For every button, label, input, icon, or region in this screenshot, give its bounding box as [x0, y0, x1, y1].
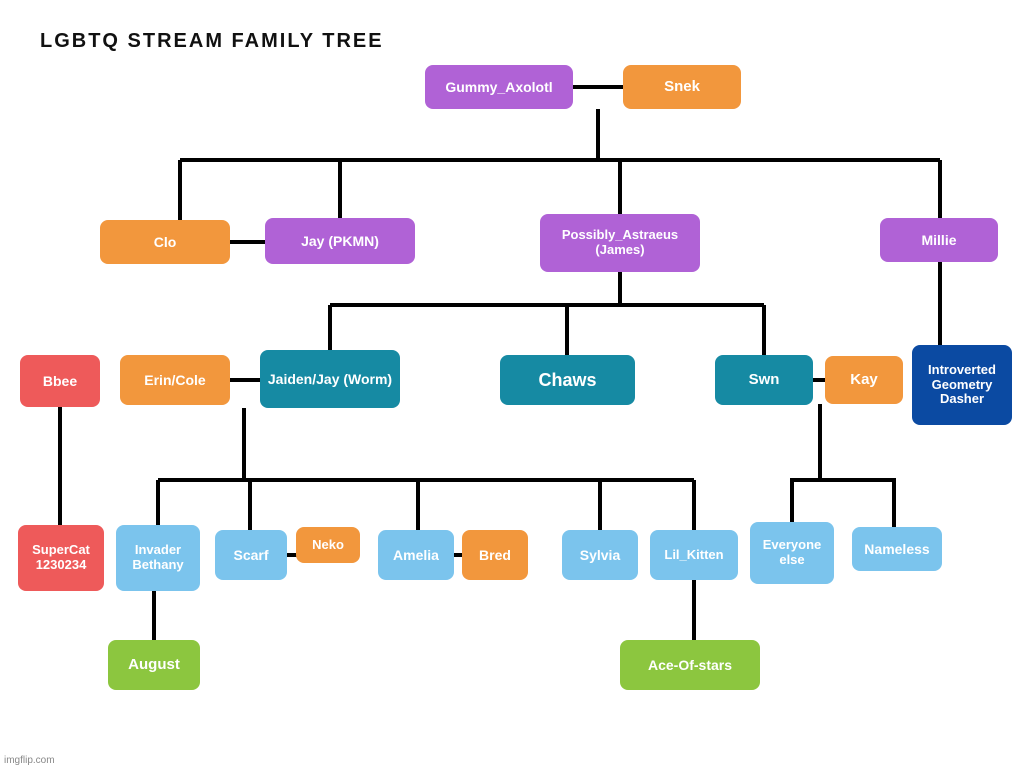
node-lilkit: Lil_Kitten — [650, 530, 738, 580]
node-label: Jaiden/Jay (Worm) — [268, 371, 392, 387]
node-erin: Erin/Cole — [120, 355, 230, 405]
node-label: Lil_Kitten — [664, 548, 723, 563]
node-snek: Snek — [623, 65, 741, 109]
node-clo: Clo — [100, 220, 230, 264]
node-label: Nameless — [864, 541, 929, 557]
node-gummy: Gummy_Axolotl — [425, 65, 573, 109]
node-label: August — [128, 656, 180, 673]
node-label: Ace-Of-stars — [648, 657, 732, 673]
node-label: Gummy_Axolotl — [445, 79, 552, 95]
node-label: Erin/Cole — [144, 372, 205, 388]
node-label: Snek — [664, 78, 700, 95]
node-label: Swn — [749, 371, 780, 388]
node-jaiden: Jaiden/Jay (Worm) — [260, 350, 400, 408]
node-supercat: SuperCat 1230234 — [18, 525, 104, 591]
node-label: Amelia — [393, 547, 439, 563]
node-label: Clo — [154, 234, 177, 250]
node-millie: Millie — [880, 218, 998, 262]
node-label: Possibly_Astraeus (James) — [546, 228, 694, 258]
node-scarf: Scarf — [215, 530, 287, 580]
node-james: Possibly_Astraeus (James) — [540, 214, 700, 272]
page-title: LGBTQ STREAM FAMILY TREE — [40, 30, 384, 53]
node-label: Neko — [312, 538, 344, 553]
node-label: Bred — [479, 547, 511, 563]
node-chaws: Chaws — [500, 355, 635, 405]
node-label: Kay — [850, 371, 878, 388]
node-bbee: Bbee — [20, 355, 100, 407]
node-august: August — [108, 640, 200, 690]
node-kay: Kay — [825, 356, 903, 404]
node-amelia: Amelia — [378, 530, 454, 580]
node-label: Chaws — [538, 370, 596, 391]
node-sylvia: Sylvia — [562, 530, 638, 580]
watermark: imgflip.com — [4, 755, 55, 766]
node-label: Sylvia — [580, 547, 620, 563]
node-label: Millie — [921, 232, 956, 248]
node-everyone: Everyone else — [750, 522, 834, 584]
node-label: Jay (PKMN) — [301, 233, 379, 249]
node-bred: Bred — [462, 530, 528, 580]
node-invader: Invader Bethany — [116, 525, 200, 591]
node-igd: Introverted Geometry Dasher — [912, 345, 1012, 425]
title-text: LGBTQ STREAM FAMILY TREE — [40, 30, 384, 52]
node-ace: Ace-Of-stars — [620, 640, 760, 690]
node-label: Scarf — [233, 547, 268, 563]
node-label: Invader Bethany — [122, 543, 194, 573]
node-neko: Neko — [296, 527, 360, 563]
node-label: Introverted Geometry Dasher — [918, 363, 1006, 408]
node-swn: Swn — [715, 355, 813, 405]
node-label: SuperCat 1230234 — [24, 543, 98, 573]
node-label: Everyone else — [756, 538, 828, 568]
node-jay: Jay (PKMN) — [265, 218, 415, 264]
node-label: Bbee — [43, 373, 77, 389]
node-nameless: Nameless — [852, 527, 942, 571]
